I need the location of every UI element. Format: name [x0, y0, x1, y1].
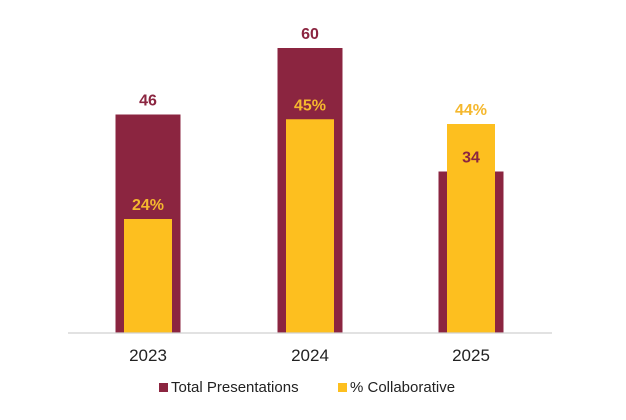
x-tick-label-2023: 2023: [129, 346, 167, 365]
legend-swatch-total-presentations: [159, 383, 168, 392]
x-tick-label-2025: 2025: [452, 346, 490, 365]
value-label-total-presentations-2024: 60: [301, 26, 319, 43]
bar-collaborative-2024: [286, 119, 334, 333]
value-label-total-presentations-2023: 46: [139, 93, 157, 110]
legend-label-total-presentations: Total Presentations: [171, 379, 299, 396]
bars-layer: [115, 48, 504, 333]
x-tick-label-2024: 2024: [291, 346, 329, 365]
value-label-collaborative-2024: 45%: [294, 97, 326, 114]
legend: Total Presentations % Collaborative: [159, 379, 455, 396]
value-label-total-presentations-2025: 34: [462, 150, 480, 167]
bar-collaborative-2023: [124, 219, 172, 333]
value-labels-layer: 46 24% 60 45% 34 44%: [132, 26, 487, 214]
legend-swatch-collaborative: [338, 383, 347, 392]
x-tick-labels: 2023 2024 2025: [129, 346, 490, 365]
legend-label-collaborative: % Collaborative: [350, 379, 455, 396]
value-label-collaborative-2023: 24%: [132, 197, 164, 214]
bar-collaborative-2025: [447, 124, 495, 333]
value-label-collaborative-2025: 44%: [455, 102, 487, 119]
